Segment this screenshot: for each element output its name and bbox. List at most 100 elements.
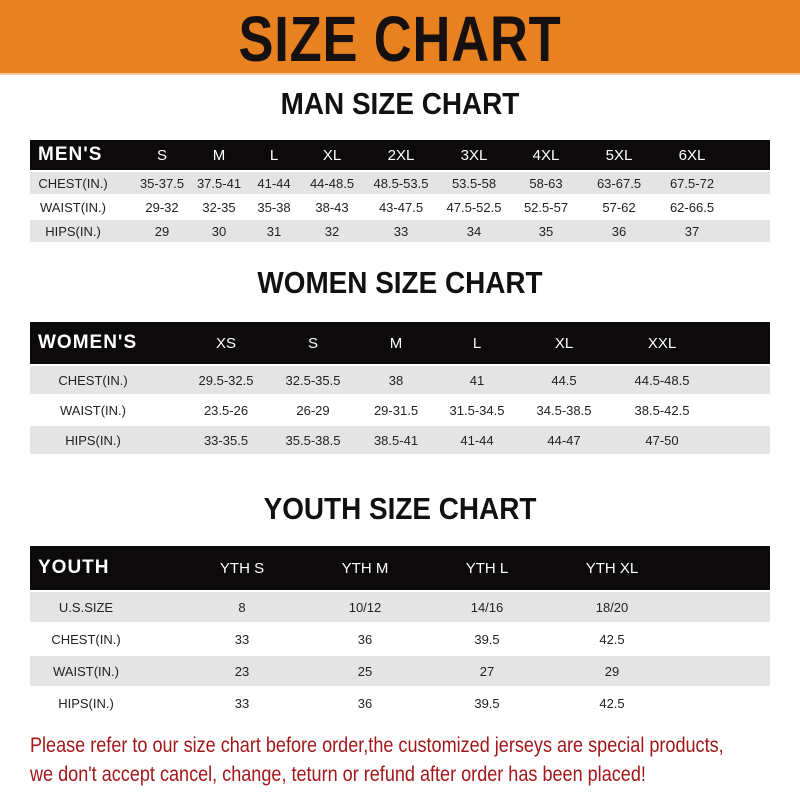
table-title: YOUTH — [38, 557, 110, 578]
row-label: HIPS(IN.) — [45, 223, 101, 239]
men-section-title: MAN SIZE CHART — [280, 86, 520, 121]
row-label: CHEST(IN.) — [38, 175, 108, 191]
measure-cell: 34.5-38.5 — [536, 402, 592, 418]
table-title: MEN'S — [38, 144, 103, 165]
measure-cell: 41-44 — [257, 175, 291, 191]
table-row: CHEST(IN.) 29.5-32.5 32.5-35.5 38 41 44.5 44.5… — [30, 366, 770, 394]
measure-cell: 38.5-42.5 — [634, 402, 690, 418]
measure-cell: 35-37.5 — [139, 175, 185, 191]
measure-cell: 10/12 — [348, 599, 382, 615]
size-header: L — [472, 334, 482, 352]
measure-cell: 29-31.5 — [373, 402, 419, 418]
measure-cell: 36 — [357, 695, 373, 711]
row-label: HIPS(IN.) — [58, 695, 114, 711]
size-header: YTH S — [219, 559, 265, 577]
measure-cell: 44-48.5 — [309, 175, 355, 191]
banner: SIZE CHART — [0, 0, 800, 75]
measure-cell: 29 — [604, 663, 620, 679]
measure-cell: 36 — [357, 631, 373, 647]
measure-cell: 35.5-38.5 — [285, 432, 341, 448]
measure-cell: 42.5 — [599, 695, 625, 711]
measure-cell: 32.5-35.5 — [285, 372, 341, 388]
measure-cell: 14/16 — [470, 599, 504, 615]
table-row: HIPS(IN.) 33-35.5 35.5-38.5 38.5-41 41-44 44-… — [30, 426, 770, 454]
table-row: CHEST(IN.) 35-37.5 37.5-41 41-44 44-48.5 48.5… — [30, 172, 770, 194]
measure-cell: 52.5-57 — [523, 199, 569, 215]
header-row: WOMEN'S XS S M L XL XXL — [30, 322, 770, 364]
measure-cell: 35 — [538, 223, 554, 239]
size-header: S — [307, 334, 319, 352]
measure-cell: 38-43 — [315, 199, 349, 215]
measure-cell: 26-29 — [296, 402, 330, 418]
size-header: S — [156, 146, 168, 164]
row-label: CHEST(IN.) — [51, 631, 121, 647]
measure-cell: 41 — [469, 372, 485, 388]
size-header: YTH XL — [585, 559, 639, 577]
table-row: CHEST(IN.) 33 36 39.5 42.5 — [30, 624, 770, 654]
measure-cell: 33 — [234, 631, 250, 647]
banner-title: SIZE CHART — [238, 3, 562, 75]
table-row: U.S.SIZE 8 10/12 14/16 18/20 — [30, 592, 770, 622]
measure-cell: 37 — [684, 223, 700, 239]
size-header: M — [389, 334, 403, 352]
measure-cell: 30 — [211, 223, 227, 239]
women-section-title: WOMEN SIZE CHART — [257, 265, 543, 300]
notice-line-2: we don't accept cancel, change, teturn o… — [30, 763, 646, 786]
measure-cell: 31 — [266, 223, 282, 239]
size-header: M — [212, 146, 226, 164]
table-title: WOMEN'S — [38, 332, 138, 353]
measure-cell: 38 — [388, 372, 404, 388]
measure-cell: 33-35.5 — [203, 432, 249, 448]
measure-cell: 33 — [234, 695, 250, 711]
size-header: XS — [215, 334, 237, 352]
size-header: YTH L — [465, 559, 509, 577]
measure-cell: 23.5-26 — [203, 402, 249, 418]
header-row: MEN'S S M L XL 2XL 3XL 4XL 5XL 6XL — [30, 140, 770, 170]
measure-cell: 31.5-34.5 — [449, 402, 505, 418]
size-header: XL — [554, 334, 574, 352]
measure-cell: 29 — [154, 223, 170, 239]
size-header: XXL — [647, 334, 677, 352]
table-row: WAIST(IN.) 23.5-26 26-29 29-31.5 31.5-34.5 34… — [30, 396, 770, 424]
measure-cell: 48.5-53.5 — [373, 175, 429, 191]
measure-cell: 29.5-32.5 — [198, 372, 254, 388]
measure-cell: 39.5 — [474, 631, 500, 647]
measure-cell: 53.5-58 — [451, 175, 497, 191]
measure-cell: 27 — [479, 663, 495, 679]
row-label: WAIST(IN.) — [53, 663, 119, 679]
measure-cell: 43-47.5 — [378, 199, 424, 215]
measure-cell: 35-38 — [257, 199, 291, 215]
table-row: HIPS(IN.) 33 36 39.5 42.5 — [30, 688, 770, 718]
row-label: CHEST(IN.) — [58, 372, 128, 388]
measure-cell: 37.5-41 — [196, 175, 242, 191]
size-header: YTH M — [341, 559, 389, 577]
measure-cell: 47-50 — [645, 432, 679, 448]
measure-cell: 33 — [393, 223, 409, 239]
measure-cell: 44.5 — [551, 372, 577, 388]
measure-cell: 23 — [234, 663, 250, 679]
measure-cell: 18/20 — [595, 599, 629, 615]
row-label: WAIST(IN.) — [60, 402, 126, 418]
size-header: 6XL — [678, 146, 706, 164]
table-row: WAIST(IN.) 23 25 27 29 — [30, 656, 770, 686]
measure-cell: 47.5-52.5 — [446, 199, 502, 215]
measure-cell: 41-44 — [460, 432, 494, 448]
table-row: WAIST(IN.) 29-32 32-35 35-38 38-43 43-47.5 47.… — [30, 196, 770, 218]
size-header: 5XL — [605, 146, 633, 164]
table-row: HIPS(IN.) 29 30 31 32 33 34 35 36 37 — [30, 220, 770, 242]
measure-cell: 44-47 — [547, 432, 581, 448]
row-label: WAIST(IN.) — [40, 199, 106, 215]
measure-cell: 63-67.5 — [596, 175, 642, 191]
measure-cell: 44.5-48.5 — [634, 372, 690, 388]
measure-cell: 39.5 — [474, 695, 500, 711]
measure-cell: 67.5-72 — [669, 175, 715, 191]
size-header: 2XL — [387, 146, 415, 164]
measure-cell: 25 — [357, 663, 373, 679]
measure-cell: 32-35 — [202, 199, 236, 215]
notice-line-1: Please refer to our size chart before or… — [30, 734, 724, 757]
row-label: U.S.SIZE — [58, 599, 114, 615]
measure-cell: 58-63 — [529, 175, 563, 191]
size-header: 4XL — [532, 146, 560, 164]
measure-cell: 57-62 — [602, 199, 636, 215]
